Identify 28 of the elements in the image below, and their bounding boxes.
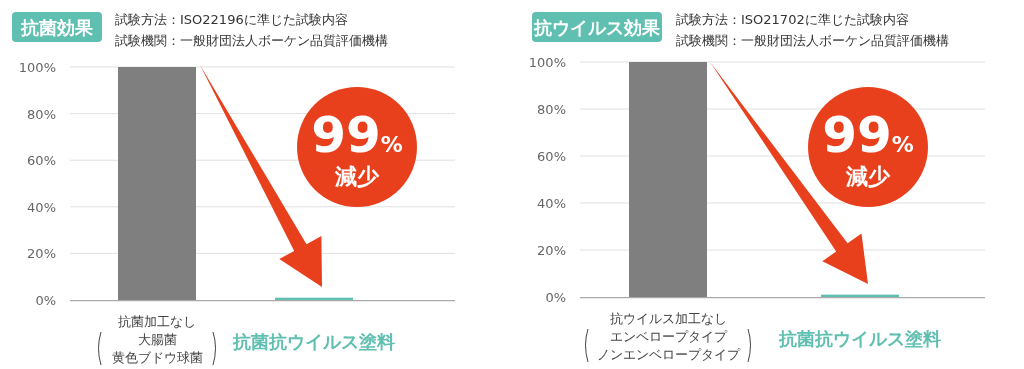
text: 黄色ブドウ球菌 xyxy=(111,350,203,365)
y-tick-label: 20% xyxy=(27,246,56,262)
chart-subtitle: 試験方法：ISO21702に準じた試験内容 xyxy=(676,12,909,27)
y-tick-label: 100% xyxy=(18,60,56,75)
annotation: 99%減少 xyxy=(311,106,403,189)
chart-subtitle: 試験方法：ISO22196に準じた試験内容 xyxy=(115,12,348,27)
text: エンベロープタイプ xyxy=(609,329,728,344)
x-tick-label: 抗菌抗ウイルス塗料 xyxy=(778,328,941,349)
text: 試験機関：一般財団法人ボーケン品質評価機構 xyxy=(676,33,949,48)
y-tick-label: 80% xyxy=(537,102,566,117)
text: 試験機関：一般財団法人ボーケン品質評価機構 xyxy=(115,33,388,48)
y-tick-label: 100% xyxy=(528,55,566,70)
chart-title: 抗菌効果 xyxy=(20,17,94,38)
y-tick-label: 80% xyxy=(27,106,56,122)
x-tick-label: 抗菌加工なし xyxy=(118,314,196,329)
y-tick-label: 40% xyxy=(27,199,56,215)
y-tick-label: 60% xyxy=(537,149,566,164)
y-tick-label: 40% xyxy=(537,196,566,211)
text: ノンエンベロープタイプ xyxy=(596,347,741,362)
x-tick-label: 抗ウイルス加工なし xyxy=(609,311,727,326)
annotation: 99%減少 xyxy=(822,106,914,189)
x-tick-label: 抗菌抗ウイルス塗料 xyxy=(232,331,395,352)
chart-title: 抗ウイルス効果 xyxy=(533,17,661,38)
y-tick-label: 20% xyxy=(537,243,566,258)
y-tick-label: 0% xyxy=(545,290,566,305)
text: 大腸菌 xyxy=(137,332,177,347)
y-tick-label: 60% xyxy=(27,153,56,169)
y-tick-label: 0% xyxy=(35,293,56,308)
